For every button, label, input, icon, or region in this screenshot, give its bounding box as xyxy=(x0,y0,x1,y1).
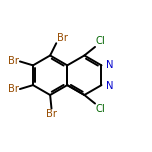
Text: Br: Br xyxy=(8,56,19,66)
Text: Br: Br xyxy=(57,33,68,43)
Text: Cl: Cl xyxy=(96,104,105,114)
Text: Br: Br xyxy=(8,84,19,94)
Text: N: N xyxy=(106,81,114,91)
Text: Br: Br xyxy=(46,109,57,119)
Text: Cl: Cl xyxy=(96,36,105,47)
Text: N: N xyxy=(106,60,114,70)
